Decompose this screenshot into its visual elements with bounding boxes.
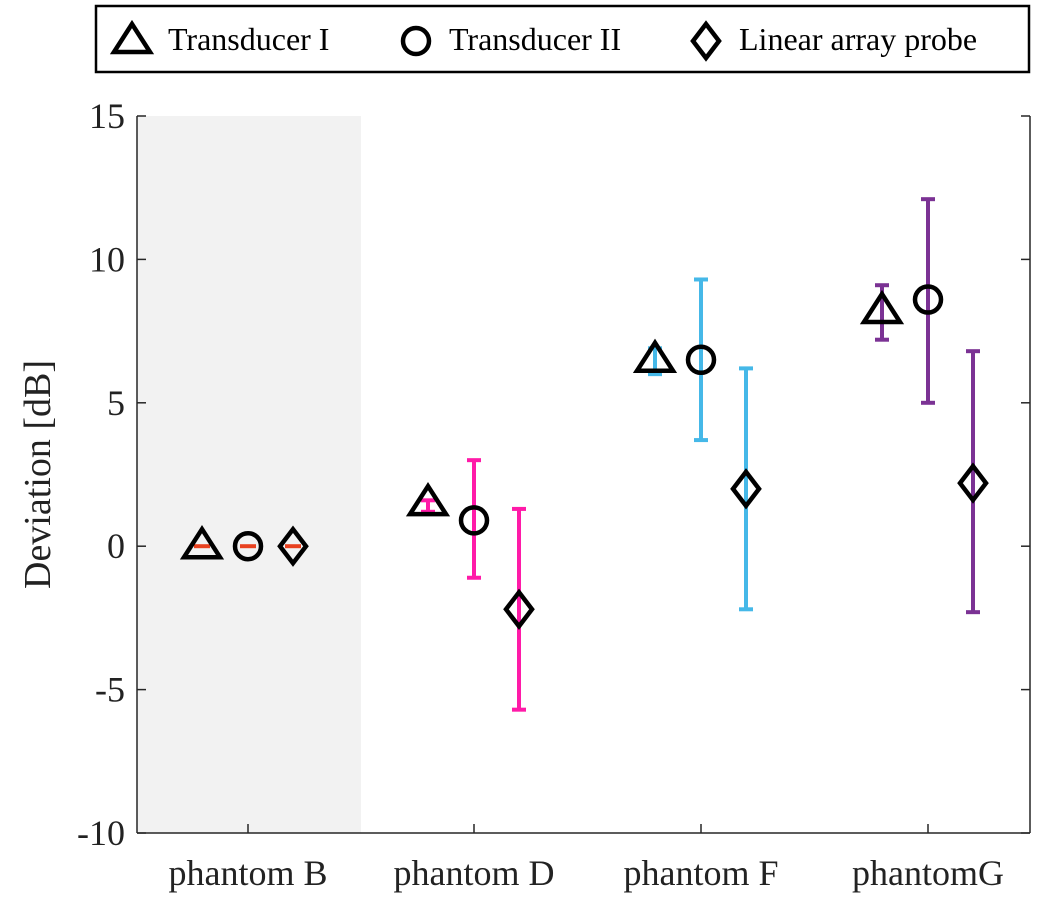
data-point-circle xyxy=(685,344,717,376)
y-tick-label: 5 xyxy=(107,383,125,423)
data-point-circle xyxy=(232,530,264,562)
x-tick-label: phantom B xyxy=(169,853,328,893)
x-tick-label: phantom D xyxy=(394,853,555,893)
x-tick-label: phantomG xyxy=(852,853,1004,893)
data-point-circle xyxy=(458,505,490,536)
y-axis-label: Deviation [dB] xyxy=(17,360,59,589)
data-point-triangle xyxy=(179,525,225,560)
legend-marker-triangle xyxy=(109,19,155,55)
y-tick-label: 10 xyxy=(89,239,125,279)
data-point-diamond xyxy=(503,588,535,631)
y-tick-label: 15 xyxy=(89,96,125,136)
legend-marker-diamond xyxy=(690,20,722,62)
y-tick-label: -10 xyxy=(77,813,125,853)
data-point-circle xyxy=(912,284,944,315)
data-point-diamond xyxy=(730,468,762,510)
data-point-diamond xyxy=(957,462,989,504)
x-tick-label: phantom F xyxy=(623,853,778,893)
legend-marker-circle xyxy=(400,25,432,57)
y-tick-label: 0 xyxy=(107,526,125,566)
legend-label: Transducer II xyxy=(449,21,621,57)
legend-box xyxy=(94,4,1031,74)
highlight-region xyxy=(137,116,361,833)
data-point-diamond xyxy=(277,525,309,567)
data-point-triangle xyxy=(405,482,451,517)
legend-label: Transducer I xyxy=(168,21,329,57)
legend-label: Linear array probe xyxy=(739,21,977,57)
data-point-triangle xyxy=(859,289,905,325)
y-tick-label: -5 xyxy=(95,670,125,710)
data-point-triangle xyxy=(632,338,678,374)
